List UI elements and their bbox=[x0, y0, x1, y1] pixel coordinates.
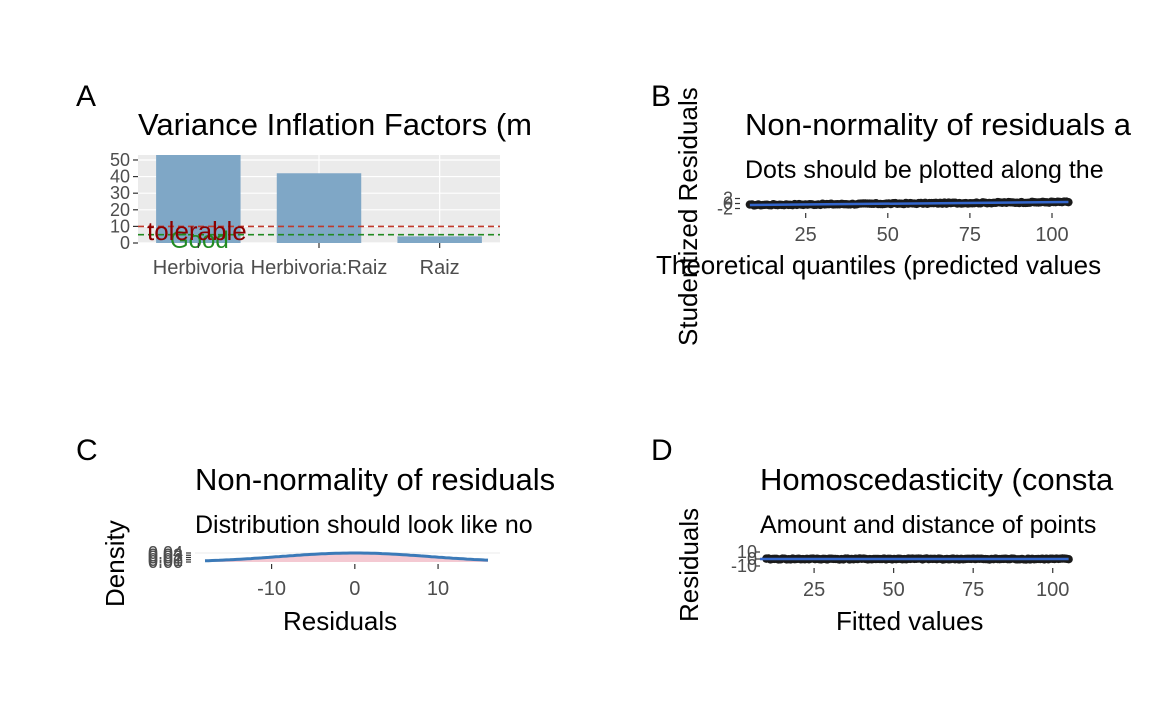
panel-b-y-tick-label: 0 bbox=[723, 194, 733, 214]
panel-d-subtitle: Amount and distance of points bbox=[760, 511, 1096, 539]
panel-c-subtitle: Distribution should look like no bbox=[195, 511, 533, 539]
panel-b-x-tick-label: 100 bbox=[1035, 224, 1068, 246]
panel-a-y-tick-label: 10 bbox=[110, 216, 130, 236]
panel-a-y-tick-label: 20 bbox=[110, 200, 130, 220]
panel-d-y-tick-label: 0 bbox=[747, 549, 757, 569]
panel-c-tag: C bbox=[76, 434, 98, 467]
panel-c-density-fill bbox=[205, 553, 488, 562]
panel-a-tag: A bbox=[76, 80, 96, 113]
panel-a-x-tick-label: Raiz bbox=[420, 257, 460, 279]
panel-d: D Homoscedasticity (consta Amount and di… bbox=[651, 434, 1114, 636]
panel-b-x-tick-label: 75 bbox=[959, 224, 981, 246]
panel-a-y-tick-label: 40 bbox=[110, 167, 130, 187]
panel-c-title: Non-normality of residuals bbox=[195, 462, 555, 497]
panel-a-title: Variance Inflation Factors (m bbox=[138, 107, 532, 142]
panel-b-y-axis: -202 bbox=[717, 189, 740, 219]
panel-c-y-tick-label: 0.04 bbox=[148, 543, 183, 563]
vif-bar bbox=[397, 236, 482, 243]
panel-d-x-axis: 25 50 75 100 bbox=[803, 568, 1069, 601]
panel-d-x-tick-label: 25 bbox=[803, 579, 825, 601]
panel-d-ylabel: Residuals bbox=[674, 508, 704, 622]
panel-c-density-curve bbox=[204, 551, 489, 563]
panel-c-x-tick-label: 10 bbox=[427, 578, 449, 600]
panel-a-x-axis: Herbivoria Herbivoria:Raiz Raiz bbox=[153, 243, 460, 279]
panel-b-reference-line bbox=[749, 200, 1069, 207]
panel-a-x-tick-label: Herbivoria bbox=[153, 257, 245, 279]
panel-d-y-tick-label: 10 bbox=[737, 542, 757, 562]
panel-c-x-tick-label: 0 bbox=[349, 578, 360, 600]
panel-d-x-tick-label: 100 bbox=[1036, 579, 1069, 601]
panel-c-y-tick-label: 0.00 bbox=[148, 552, 183, 572]
panel-a-y-tick-label: 50 bbox=[110, 150, 130, 170]
panel-c-x-tick-label: -10 bbox=[257, 578, 286, 600]
panel-d-x-tick-label: 75 bbox=[962, 579, 984, 601]
panel-d-tag: D bbox=[651, 434, 673, 467]
panel-d-x-tick-label: 50 bbox=[883, 579, 905, 601]
panel-b-subtitle: Dots should be plotted along the bbox=[745, 156, 1104, 184]
panel-b-x-tick-label: 25 bbox=[795, 224, 817, 246]
panel-d-title: Homoscedasticity (consta bbox=[760, 462, 1114, 497]
panel-d-xlabel: Fitted values bbox=[836, 606, 983, 636]
panel-c-y-axis: 0.000.010.020.030.04 bbox=[148, 543, 191, 572]
panel-b-x-axis: 25 50 75 100 bbox=[795, 213, 1069, 246]
panel-b-y-tick-label: 2 bbox=[723, 189, 733, 209]
vif-bar bbox=[276, 173, 362, 243]
threshold-tolerable-label: tolerable bbox=[147, 216, 247, 246]
panel-c-xlabel: Residuals bbox=[283, 606, 397, 636]
threshold-good-label: Good bbox=[170, 227, 229, 254]
panel-a-y-tick-label: 0 bbox=[120, 233, 130, 253]
panel-c-y-tick-label: 0.01 bbox=[148, 550, 183, 570]
panel-a: A Variance Inflation Factors (m Good tol… bbox=[76, 80, 532, 279]
panel-b-title: Non-normality of residuals a bbox=[745, 107, 1132, 142]
panel-b-x-tick-label: 50 bbox=[877, 224, 899, 246]
panel-b-ylabel: Studentized Residuals bbox=[673, 87, 703, 346]
vif-bar bbox=[156, 155, 241, 243]
panel-d-y-tick-label: -10 bbox=[731, 556, 757, 576]
panel-c-y-tick-label: 0.02 bbox=[148, 548, 183, 568]
panel-a-y-tick-label: 30 bbox=[110, 183, 130, 203]
panel-b-tag: B bbox=[651, 80, 671, 113]
panel-c-ylabel: Density bbox=[100, 520, 130, 607]
residual-point bbox=[1064, 554, 1073, 564]
panel-c-y-tick-label: 0.03 bbox=[148, 545, 183, 565]
panel-b: B Non-normality of residuals a Dots shou… bbox=[651, 80, 1132, 346]
panel-c: C Non-normality of residuals Distributio… bbox=[76, 434, 555, 636]
panel-b-y-tick-label: -2 bbox=[717, 199, 733, 219]
panel-c-x-axis: -10 0 10 bbox=[257, 564, 449, 600]
panel-a-x-tick-label: Herbivoria:Raiz bbox=[251, 257, 388, 279]
panel-b-xlabel: Theoretical quantiles (predicted values bbox=[656, 250, 1101, 280]
panel-a-bars bbox=[156, 155, 482, 243]
